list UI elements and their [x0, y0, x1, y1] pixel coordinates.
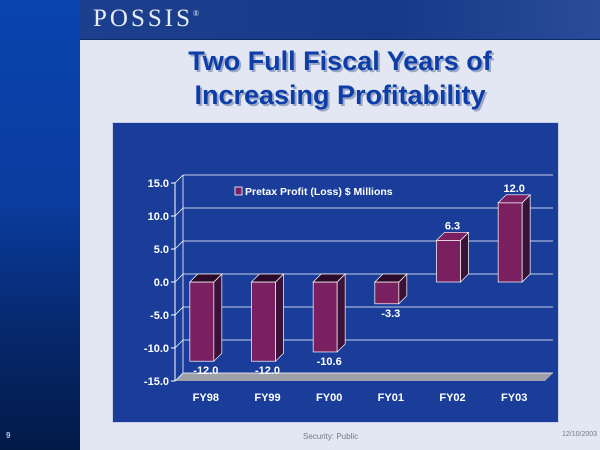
logo-text: POSSIS — [93, 5, 193, 32]
x-tick-label: FY99 — [254, 392, 280, 404]
bar-top — [373, 273, 408, 283]
y-tick-label: -5.0 — [150, 310, 169, 322]
gridline-diagonal — [174, 207, 184, 217]
gridline-diagonal — [174, 240, 184, 250]
y-tick-label: -10.0 — [144, 343, 169, 355]
bar-top — [312, 273, 347, 283]
possis-logo: POSSIS® — [93, 5, 199, 33]
x-tick-label: FY01 — [378, 392, 404, 404]
x-tick-label: FY03 — [501, 392, 527, 404]
data-label: 6.3 — [445, 220, 460, 232]
sidebar-band — [0, 0, 80, 450]
bar-top — [435, 232, 470, 241]
bar-side — [521, 193, 531, 283]
legend-swatch — [234, 186, 243, 196]
y-tick-label: 5.0 — [154, 244, 169, 256]
gridline-diagonal — [174, 174, 184, 184]
bar-side — [275, 273, 284, 363]
y-tick-label: 0.0 — [154, 277, 169, 289]
title-line-1: Two Full Fiscal Years of — [188, 46, 492, 76]
x-tick-label: FY02 — [439, 392, 465, 404]
bar-front — [374, 281, 400, 305]
data-label: -10.6 — [317, 356, 342, 368]
security-label: Security: Public — [303, 432, 359, 441]
page-number: 9 — [6, 431, 11, 440]
x-tick-label: FY98 — [193, 392, 219, 404]
data-label: -12.0 — [193, 365, 218, 377]
gridline-diagonal — [174, 306, 184, 316]
data-label: -3.3 — [381, 308, 400, 320]
bar-front — [497, 202, 523, 283]
data-label: -12.0 — [255, 365, 280, 377]
bar-side — [336, 273, 346, 353]
slide-title: Two Full Fiscal Years of Increasing Prof… — [80, 44, 600, 112]
bar-top — [250, 273, 285, 283]
gridline-diagonal — [174, 372, 184, 382]
legend-label: Pretax Profit (Loss) $ Millions — [245, 186, 393, 198]
legend: Pretax Profit (Loss) $ Millions — [234, 186, 393, 198]
x-tick-label: FY00 — [316, 392, 342, 404]
y-tick-label: 15.0 — [148, 178, 169, 190]
chart-floor — [175, 373, 553, 381]
header-band — [80, 0, 600, 40]
gridline-diagonal — [174, 339, 184, 349]
bar-front — [251, 281, 276, 362]
bar-side — [460, 231, 469, 283]
slide-date: 12/10/2003 — [562, 431, 598, 438]
bar-front — [189, 281, 215, 362]
gridline-diagonal — [174, 273, 184, 283]
y-tick-label: -15.0 — [144, 376, 169, 388]
data-label: 12.0 — [503, 183, 524, 195]
bar-front — [312, 281, 338, 353]
bar-front — [436, 240, 461, 283]
y-tick-label: 10.0 — [148, 211, 169, 223]
title-line-2: Increasing Profitability — [194, 80, 486, 110]
bar-top — [497, 194, 532, 204]
registered-mark: ® — [193, 9, 200, 18]
bar-side — [213, 273, 223, 363]
bar-top — [188, 273, 223, 283]
